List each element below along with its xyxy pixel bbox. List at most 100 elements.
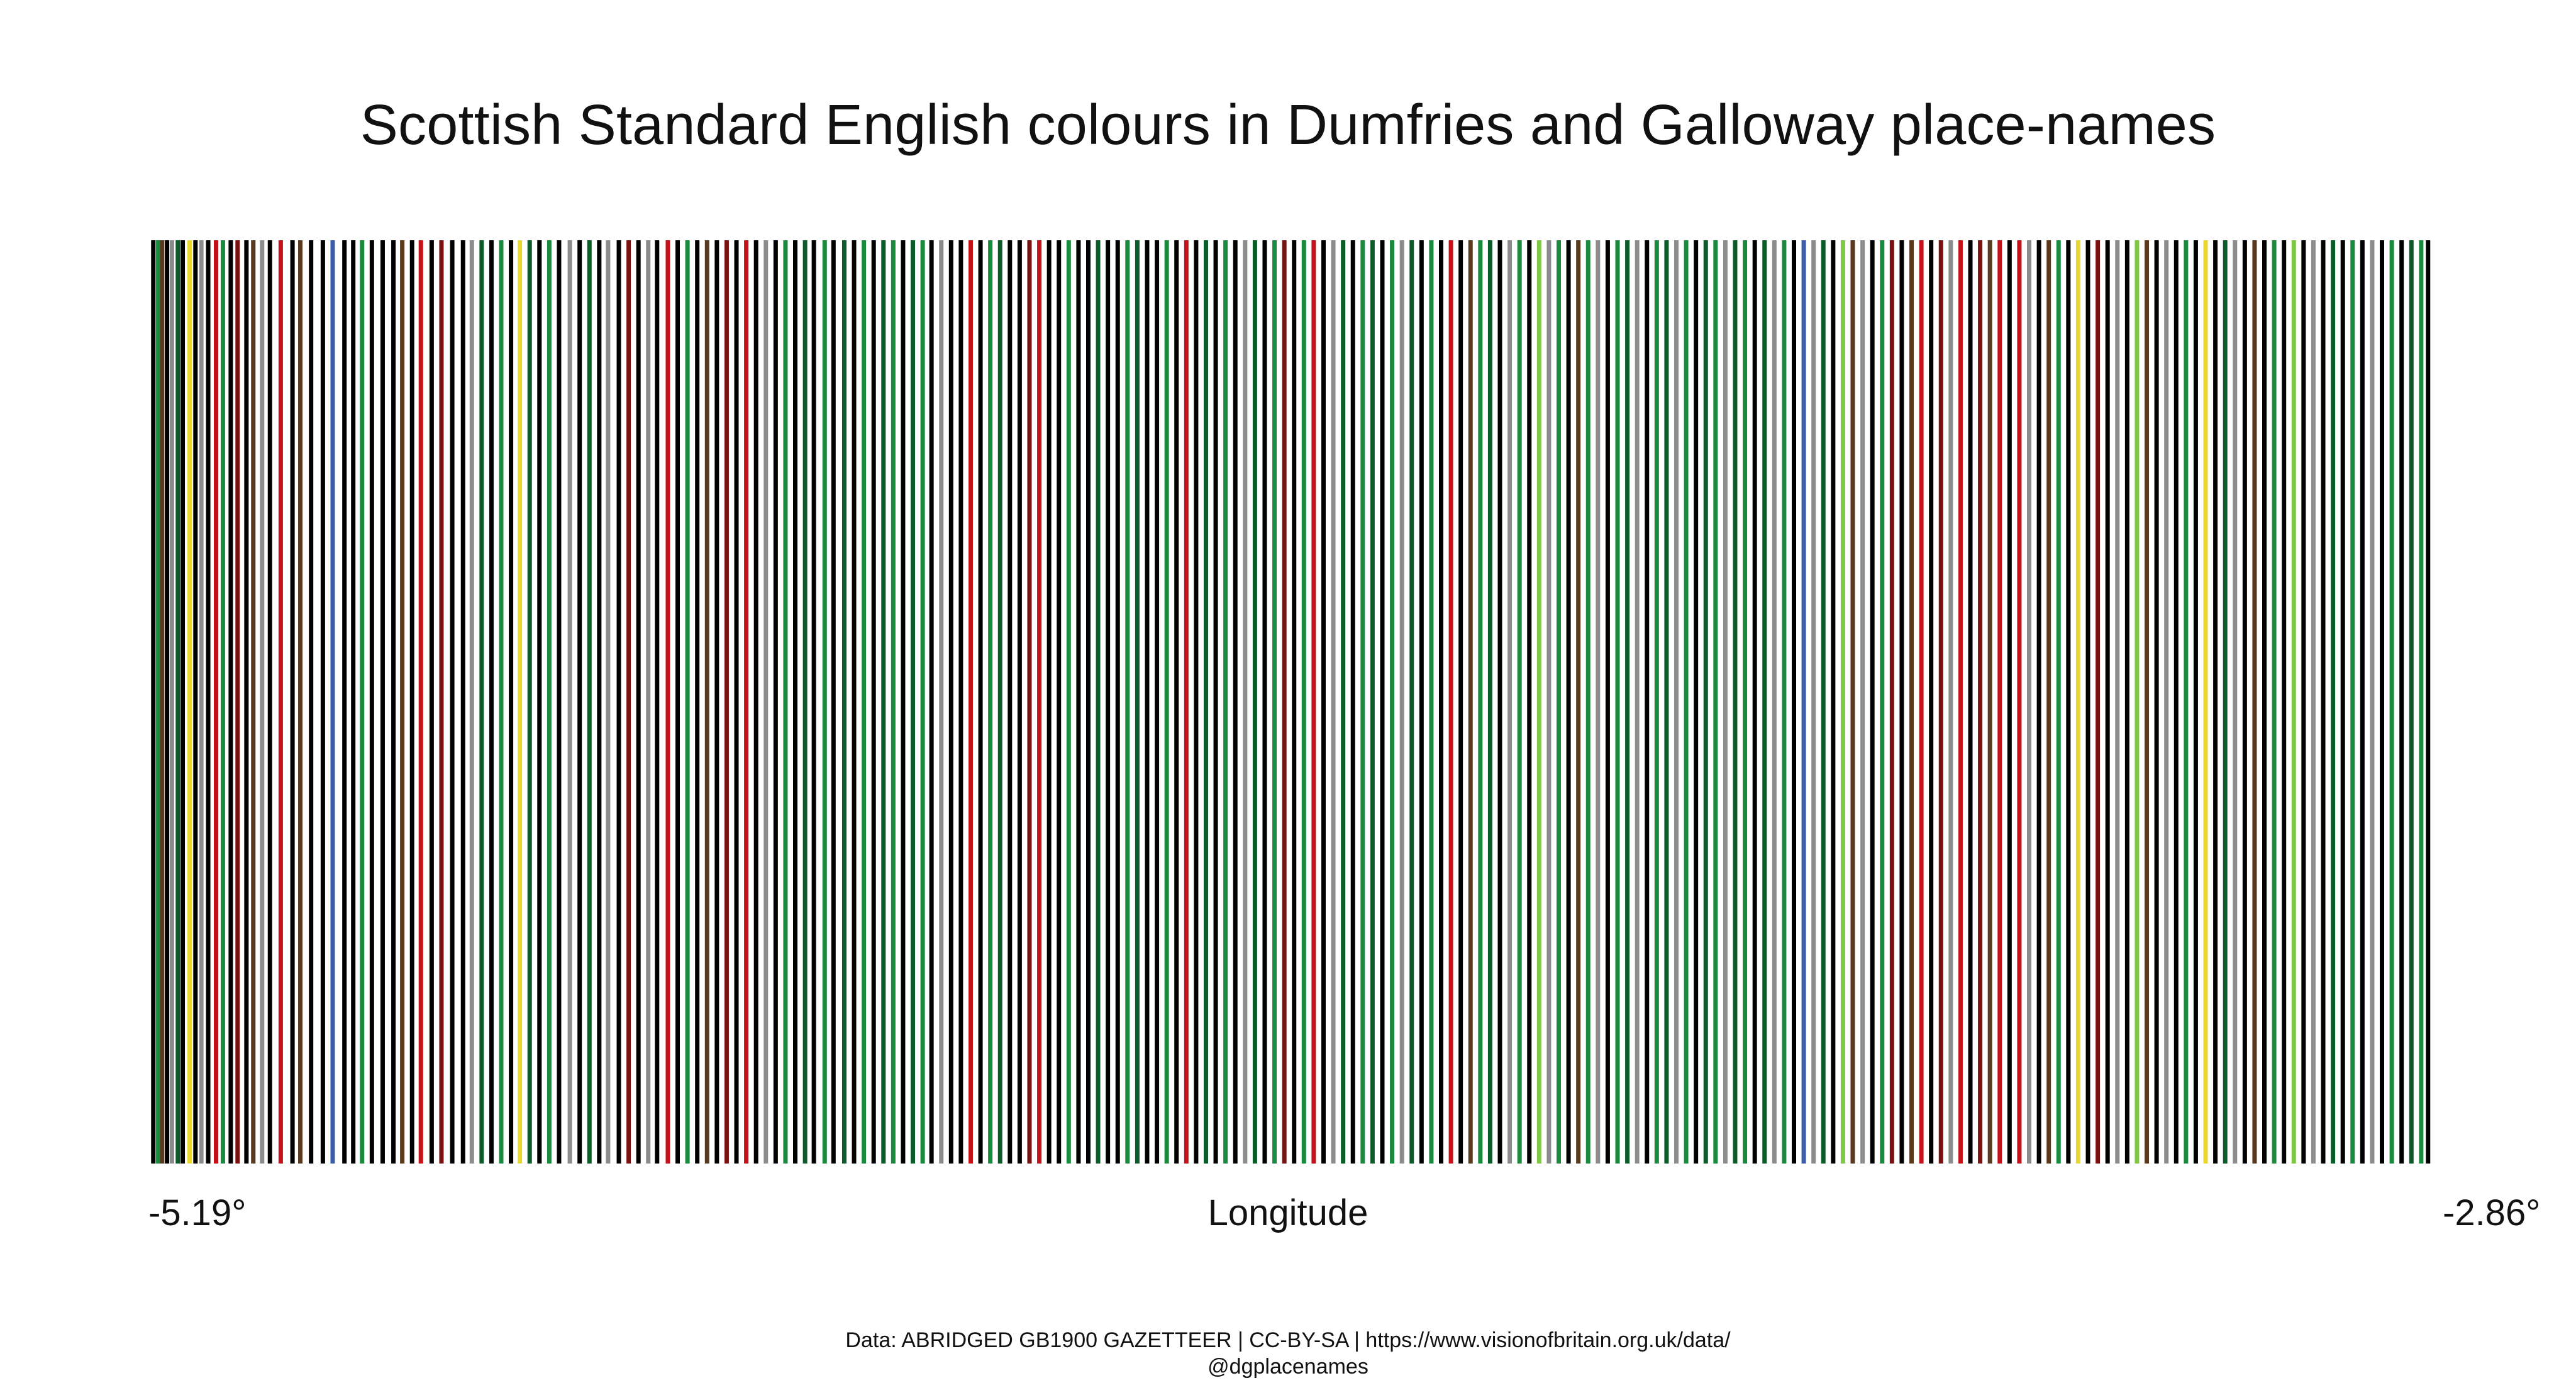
stripe-184: [1899, 240, 1904, 1164]
stripe-8: [193, 240, 198, 1164]
stripe-18: [267, 240, 272, 1164]
stripe-217: [2223, 240, 2228, 1164]
stripe-119: [1262, 240, 1267, 1164]
stripe-97: [1046, 240, 1052, 1164]
stripe-100: [1076, 240, 1081, 1164]
stripe-96: [1037, 240, 1042, 1164]
stripe-2: [160, 240, 165, 1164]
stripe-207: [2124, 240, 2129, 1164]
stripe-30: [391, 240, 396, 1164]
stripe-110: [1174, 240, 1179, 1164]
stripe-9: [199, 240, 204, 1164]
stripe-87: [948, 240, 953, 1164]
stripe-221: [2262, 240, 2267, 1164]
stripe-94: [1017, 240, 1022, 1164]
stripe-134: [1409, 240, 1414, 1164]
stripe-198: [2036, 240, 2041, 1164]
stripe-26: [351, 240, 356, 1164]
stripes-chart: [151, 240, 2431, 1164]
stripe-93: [1008, 240, 1013, 1164]
stripe-138: [1448, 240, 1453, 1164]
stripe-78: [862, 240, 867, 1164]
stripe-200: [2056, 240, 2061, 1164]
stripe-79: [871, 240, 876, 1164]
data-source-line: Data: ABRIDGED GB1900 GAZETTEER | CC-BY-…: [845, 1328, 1731, 1352]
stripe-52: [606, 240, 611, 1164]
stripe-157: [1635, 240, 1640, 1164]
stripe-144: [1507, 240, 1513, 1164]
stripe-84: [920, 240, 925, 1164]
stripe-58: [665, 240, 670, 1164]
stripe-77: [852, 240, 857, 1164]
x-axis-label: Longitude: [1208, 1192, 1368, 1233]
stripe-128: [1350, 240, 1355, 1164]
stripe-140: [1468, 240, 1473, 1164]
stripe-28: [369, 240, 374, 1164]
stripe-4: [169, 240, 174, 1164]
stripe-163: [1694, 240, 1699, 1164]
stripe-101: [1085, 240, 1091, 1164]
stripe-1: [156, 240, 161, 1164]
stripe-37: [460, 240, 465, 1164]
stripe-225: [2301, 240, 2306, 1164]
stripe-6: [180, 240, 186, 1164]
stripe-46: [547, 240, 552, 1164]
stripe-70: [783, 240, 788, 1164]
stripe-151: [1576, 240, 1581, 1164]
stripe-42: [509, 240, 514, 1164]
stripe-188: [1938, 240, 1943, 1164]
stripe-135: [1419, 240, 1424, 1164]
stripe-164: [1703, 240, 1708, 1164]
stripe-48: [567, 240, 572, 1164]
stripe-0: [151, 240, 156, 1164]
stripe-203: [2085, 240, 2090, 1164]
stripe-226: [2311, 240, 2316, 1164]
stripe-176: [1821, 240, 1826, 1164]
stripe-142: [1487, 240, 1492, 1164]
stripe-51: [597, 240, 602, 1164]
stripe-145: [1517, 240, 1522, 1164]
stripe-231: [2360, 240, 2365, 1164]
stripe-69: [773, 240, 778, 1164]
stripe-104: [1115, 240, 1120, 1164]
stripe-146: [1527, 240, 1532, 1164]
stripe-66: [744, 240, 749, 1164]
stripe-13: [228, 240, 233, 1164]
stripe-34: [429, 240, 434, 1164]
stripe-215: [2203, 240, 2208, 1164]
stripe-105: [1125, 240, 1130, 1164]
stripe-181: [1870, 240, 1875, 1164]
stripe-216: [2213, 240, 2218, 1164]
stripe-111: [1184, 240, 1189, 1164]
stripe-196: [2017, 240, 2022, 1164]
stripe-55: [636, 240, 641, 1164]
stripe-152: [1585, 240, 1591, 1164]
stripe-129: [1360, 240, 1365, 1164]
stripe-40: [489, 240, 494, 1164]
stripe-136: [1429, 240, 1434, 1164]
stripe-171: [1772, 240, 1777, 1164]
stripe-236: [2409, 240, 2414, 1164]
stripe-73: [811, 240, 816, 1164]
stripe-229: [2340, 240, 2345, 1164]
stripe-98: [1057, 240, 1062, 1164]
stripe-47: [557, 240, 562, 1164]
stripe-45: [537, 240, 542, 1164]
stripe-238: [2426, 240, 2431, 1164]
stripe-123: [1301, 240, 1306, 1164]
stripe-187: [1929, 240, 1934, 1164]
stripe-130: [1370, 240, 1375, 1164]
stripe-31: [400, 240, 405, 1164]
stripe-29: [380, 240, 385, 1164]
stripe-64: [724, 240, 729, 1164]
stripe-139: [1458, 240, 1463, 1164]
stripe-169: [1752, 240, 1757, 1164]
stripe-63: [714, 240, 719, 1164]
stripe-60: [685, 240, 690, 1164]
stripe-25: [342, 240, 347, 1164]
stripe-177: [1831, 240, 1836, 1164]
stripe-59: [675, 240, 680, 1164]
stripe-20: [290, 240, 295, 1164]
stripe-43: [518, 240, 523, 1164]
stripe-44: [527, 240, 532, 1164]
